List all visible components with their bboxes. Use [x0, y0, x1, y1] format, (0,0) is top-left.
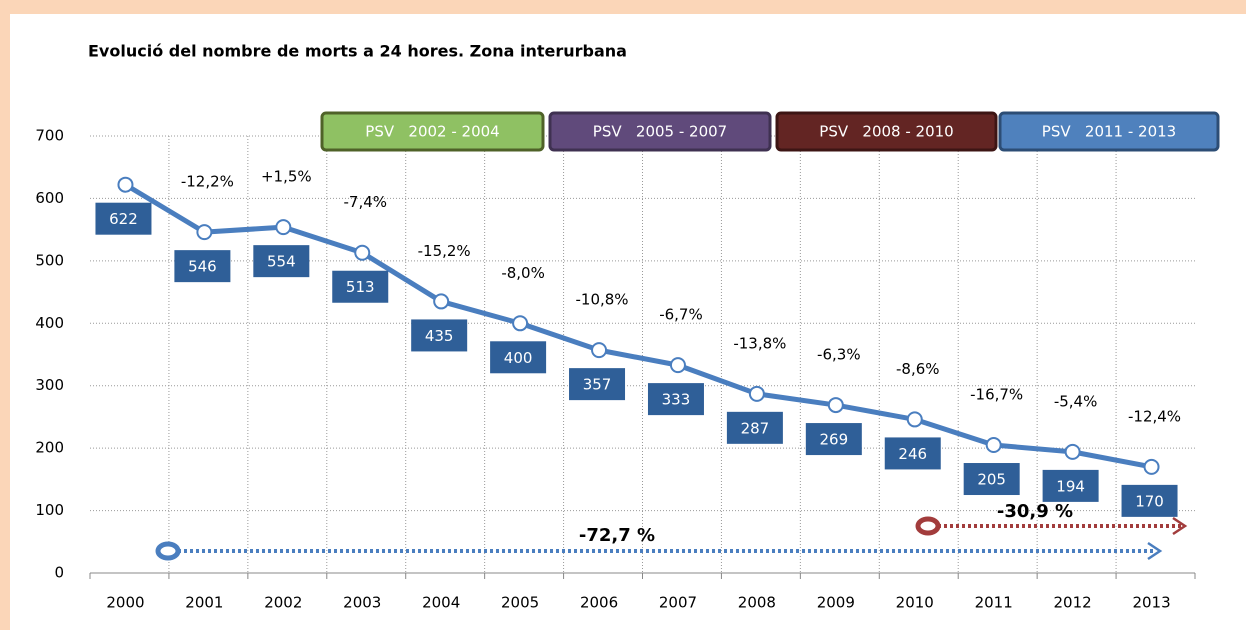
- point: [275, 219, 292, 236]
- period-box: [548, 111, 772, 152]
- value-label-box: [1121, 484, 1178, 517]
- arrow-head: [1172, 516, 1188, 536]
- value-label: 170: [1135, 492, 1164, 510]
- value-label: 400: [504, 349, 533, 367]
- x-tick-label: 2004: [422, 594, 460, 612]
- period-label: PSV 2008 - 2010: [819, 123, 953, 141]
- period-box: [998, 111, 1220, 152]
- x-tick-label: 2011: [975, 594, 1013, 612]
- point: [669, 357, 686, 374]
- value-label: 205: [977, 471, 1006, 489]
- value-label: 269: [820, 431, 849, 449]
- point: [1143, 458, 1160, 475]
- x-tick-label: 2006: [580, 594, 618, 612]
- change-label: -15,2%: [418, 242, 471, 260]
- arrow-label: -72,7 %: [579, 525, 655, 546]
- frame-top: [0, 0, 1246, 14]
- value-label-box: [726, 411, 783, 444]
- value-label: 194: [1056, 477, 1085, 495]
- y-tick-label: 700: [35, 127, 64, 145]
- series-line: [124, 182, 1153, 470]
- x-tick-label: 2003: [343, 594, 381, 612]
- change-label: -12,4%: [1128, 407, 1181, 425]
- change-label: -13,8%: [733, 334, 786, 352]
- x-tick-label: 2010: [896, 594, 934, 612]
- arrow-head: [1147, 541, 1163, 561]
- period-box: [775, 111, 998, 152]
- change-label: -8,6%: [896, 360, 940, 378]
- y-tick-label: 300: [35, 376, 64, 394]
- change-label: -5,4%: [1054, 392, 1098, 410]
- period-label: PSV 2002 - 2004: [365, 123, 499, 141]
- change-label: -6,3%: [817, 346, 861, 364]
- value-label-box: [253, 245, 310, 278]
- value-label-box: [95, 202, 152, 235]
- value-label-box: [490, 341, 547, 374]
- point: [196, 224, 213, 241]
- change-label: -10,8%: [575, 291, 628, 309]
- point: [827, 397, 844, 414]
- change-label: +1,5%: [261, 168, 312, 186]
- point: [512, 315, 529, 332]
- point: [117, 176, 134, 193]
- value-label-box: [411, 319, 468, 352]
- frame-left: [0, 0, 10, 630]
- point: [985, 437, 1002, 454]
- value-label: 622: [109, 210, 138, 228]
- change-label: -6,7%: [659, 306, 703, 324]
- x-tick-label: 2013: [1132, 594, 1170, 612]
- value-label-box: [569, 368, 626, 401]
- y-tick-label: 500: [35, 251, 64, 269]
- arrow-label: -30,9 %: [997, 501, 1073, 522]
- change-label: -12,2%: [181, 173, 234, 191]
- value-label: 333: [662, 391, 691, 409]
- x-tick-label: 2000: [106, 594, 144, 612]
- arrow-start: [155, 541, 181, 561]
- chart-title: Evolució del nombre de morts a 24 hores.…: [88, 42, 627, 61]
- value-label-box: [174, 250, 231, 283]
- y-tick-label: 0: [54, 564, 64, 582]
- y-tick-label: 200: [35, 439, 64, 457]
- period-box: [320, 111, 545, 152]
- x-tick-label: 2009: [817, 594, 855, 612]
- y-tick-label: 600: [35, 189, 64, 207]
- x-tick-label: 2012: [1054, 594, 1092, 612]
- period-label: PSV 2005 - 2007: [593, 123, 727, 141]
- point: [433, 293, 450, 310]
- value-label-box: [647, 383, 704, 416]
- point: [906, 411, 923, 428]
- value-label-box: [805, 423, 862, 456]
- value-label: 357: [583, 376, 612, 394]
- x-tick-label: 2001: [185, 594, 223, 612]
- value-label: 246: [898, 445, 927, 463]
- x-tick-label: 2008: [738, 594, 776, 612]
- point: [748, 385, 765, 402]
- x-tick-label: 2005: [501, 594, 539, 612]
- value-label-box: [1042, 469, 1099, 502]
- value-label: 513: [346, 278, 375, 296]
- value-label: 287: [741, 419, 770, 437]
- point: [354, 244, 371, 261]
- value-label: 554: [267, 253, 296, 271]
- change-label: -8,0%: [501, 264, 545, 282]
- point: [591, 342, 608, 359]
- value-label-box: [332, 270, 389, 303]
- value-label-box: [884, 437, 941, 470]
- change-label: -16,7%: [970, 386, 1023, 404]
- point: [1064, 443, 1081, 460]
- period-label: PSV 2011 - 2013: [1042, 123, 1176, 141]
- y-tick-label: 400: [35, 314, 64, 332]
- value-label-box: [963, 463, 1020, 496]
- change-label: -7,4%: [343, 193, 387, 211]
- x-tick-label: 2007: [659, 594, 697, 612]
- y-tick-label: 100: [35, 501, 64, 519]
- x-tick-label: 2002: [264, 594, 302, 612]
- value-label: 435: [425, 327, 454, 345]
- arrow-start: [915, 516, 941, 536]
- value-label: 546: [188, 258, 217, 276]
